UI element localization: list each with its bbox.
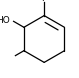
Text: HO: HO [0, 16, 10, 25]
Text: F: F [42, 0, 47, 3]
